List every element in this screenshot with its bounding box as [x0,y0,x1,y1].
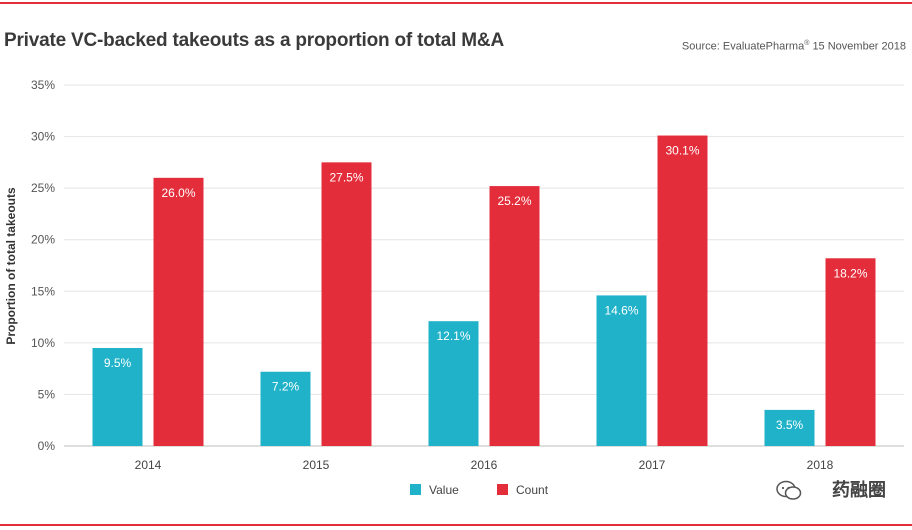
bar-count-2017 [657,135,708,447]
y-tick-label: 35% [31,78,55,92]
x-tick-label: 2015 [303,458,330,472]
bar-value-2018 [764,409,815,446]
bar-value-2017 [596,295,647,446]
x-tick-label: 2016 [471,458,498,472]
x-tick-label: 2018 [807,458,834,472]
source-registered-mark: ® [804,40,810,47]
chart-title: Private VC-backed takeouts as a proporti… [4,30,504,51]
x-tick-label: 2017 [639,458,666,472]
data-label: 30.1% [665,144,699,158]
bar-count-2016 [489,186,540,446]
y-tick-label: 30% [31,130,55,144]
y-tick-label: 25% [31,181,55,195]
y-tick-label: 10% [31,336,55,350]
data-label: 27.5% [329,170,363,184]
bar-count-2015 [321,162,372,446]
data-label: 3.5% [776,418,804,432]
data-label: 25.2% [497,194,531,208]
data-label: 9.5% [104,356,132,370]
bar-value-2014 [92,348,143,446]
watermark-text: 药融圈 [832,480,886,500]
y-tick-label: 20% [31,233,55,247]
data-label: 7.2% [272,380,300,394]
source-text: Source: EvaluatePharma [681,40,805,53]
bar-count-2018 [825,258,876,446]
data-label: 26.0% [161,186,195,200]
bottom-rule [0,524,912,526]
y-axis-label: Proportion of total takeouts [4,187,18,345]
legend-label-count: Count [516,483,549,497]
source-date: 15 November 2018 [812,40,906,53]
top-rule [0,2,912,4]
wechat-icon [776,480,802,500]
bar-count-2014 [153,177,204,447]
y-tick-label: 15% [31,284,55,298]
bar-value-2016 [428,321,479,446]
bar-value-2015 [260,371,311,446]
data-label: 18.2% [833,266,867,280]
legend-swatch-value [410,484,421,495]
legend-swatch-count [497,484,508,495]
data-label: 14.6% [604,303,638,317]
y-tick-label: 5% [38,387,56,401]
legend-label-value: Value [429,483,459,497]
data-label: 12.1% [436,329,470,343]
source-note: Source: EvaluatePharma® 15 November 2018 [682,40,906,53]
y-tick-label: 0% [38,439,56,453]
x-tick-label: 2014 [135,458,162,472]
